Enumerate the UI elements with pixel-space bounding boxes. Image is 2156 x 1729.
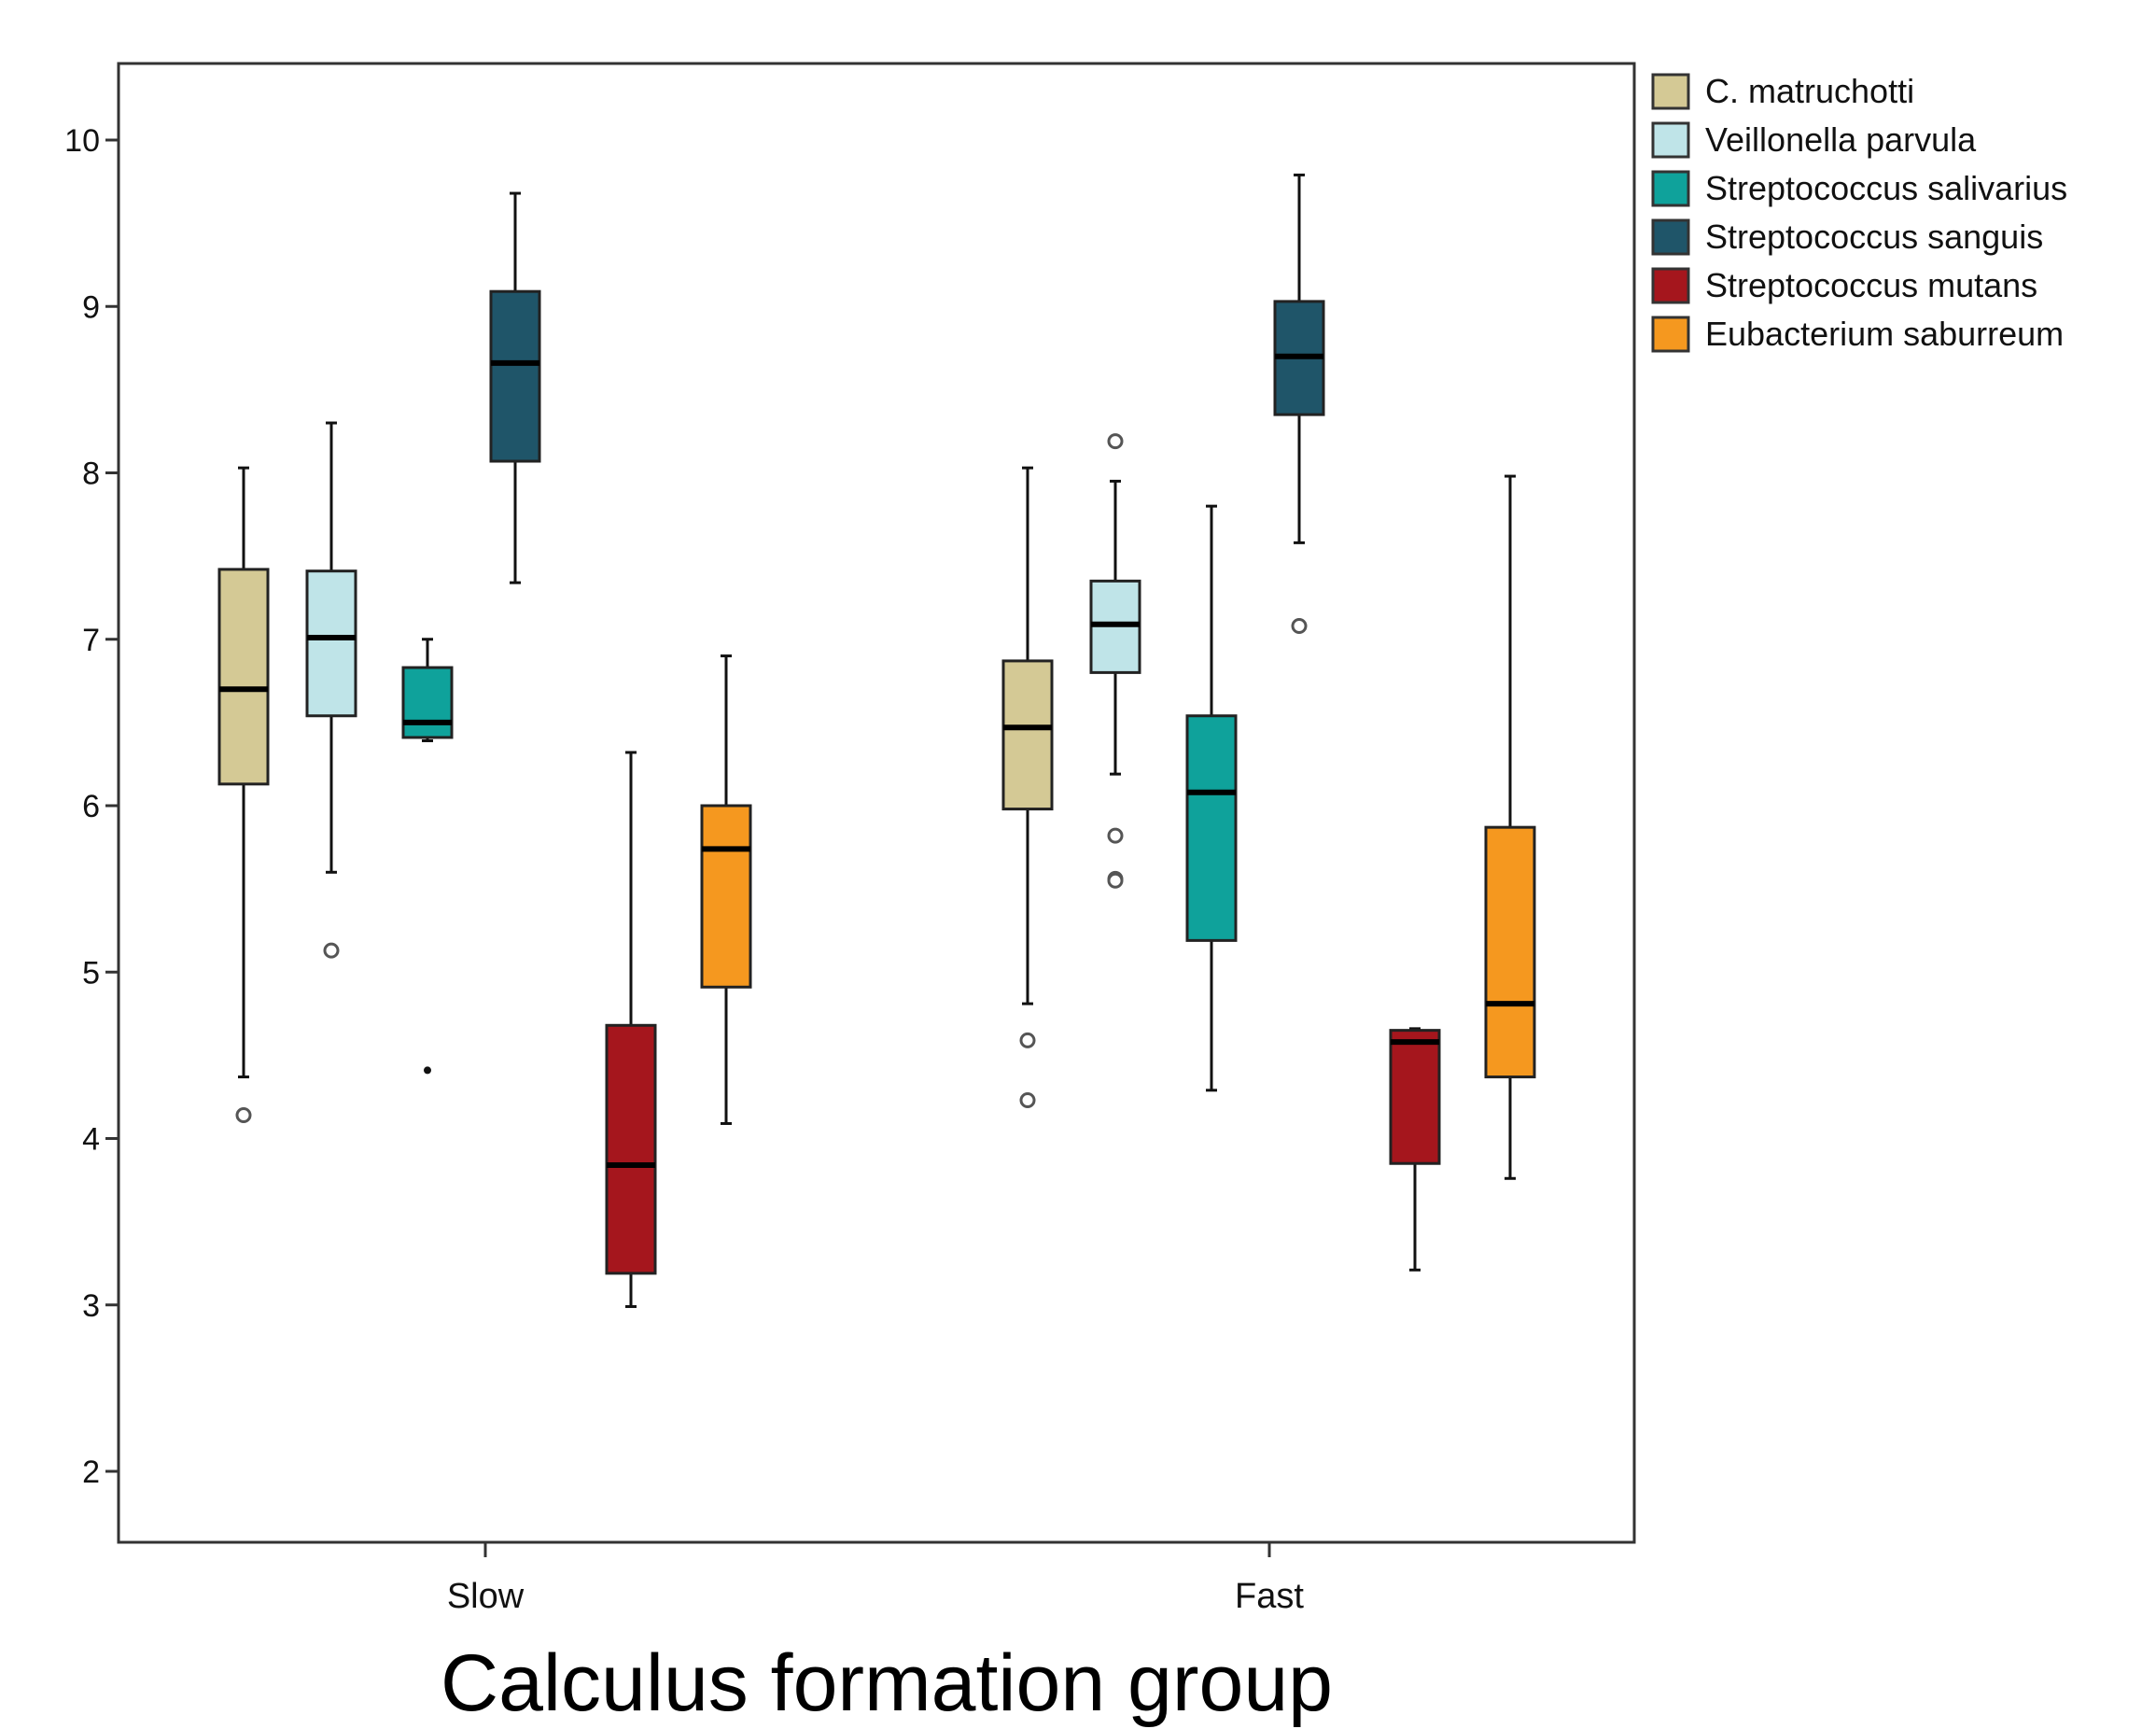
legend: C. matruchotti Veillonella parvula Strepto… — [1651, 72, 2067, 353]
y-axis: 2 3 4 5 6 7 8 9 10 — [64, 123, 119, 1490]
outlier-point — [1291, 617, 1308, 634]
box-c-matruchotti-slow — [217, 466, 270, 1124]
box-streptococcus-sanguis-fast — [1273, 173, 1325, 634]
y-tick-label: 9 — [82, 289, 100, 325]
box-streptococcus-salivarius-slow — [401, 638, 454, 1075]
legend-label: Streptococcus salivarius — [1705, 169, 2067, 207]
y-tick-label: 5 — [82, 955, 100, 991]
legend-swatch — [1651, 218, 1690, 256]
box-layer — [217, 173, 1536, 1309]
box-iqr — [700, 804, 752, 989]
box-veillonella-parvula-slow — [305, 421, 357, 959]
y-tick-label: 7 — [82, 623, 100, 658]
legend-swatch — [1651, 170, 1690, 207]
box-iqr — [1484, 825, 1536, 1079]
box-iqr — [305, 569, 357, 718]
box-streptococcus-mutans-fast — [1389, 1027, 1441, 1272]
box-streptococcus-mutans-slow — [605, 751, 657, 1309]
box-veillonella-parvula-fast — [1089, 433, 1141, 889]
box-iqr — [1389, 1029, 1441, 1165]
outlier-point — [1019, 1092, 1036, 1109]
box-streptococcus-salivarius-fast — [1185, 504, 1238, 1092]
legend-label: Streptococcus mutans — [1705, 266, 2037, 304]
x-tick-label-fast: Fast — [1235, 1577, 1304, 1616]
y-tick-label: 3 — [82, 1288, 100, 1324]
box-iqr — [1185, 714, 1238, 942]
box-iqr — [217, 568, 270, 786]
outlier-point — [1107, 433, 1124, 450]
x-axis-title: Calculus formation group — [441, 1638, 1333, 1728]
box-c-matruchotti-fast — [1001, 466, 1054, 1109]
legend-swatch — [1651, 316, 1690, 353]
outlier-point — [323, 942, 340, 959]
box-eubacterium-saburreum-fast — [1484, 474, 1536, 1180]
box-streptococcus-sanguis-slow — [489, 191, 541, 584]
x-tick-label-slow: Slow — [447, 1577, 525, 1616]
box-eubacterium-saburreum-slow — [700, 654, 752, 1125]
legend-label: Eubacterium saburreum — [1705, 315, 2064, 353]
box-iqr — [1001, 659, 1054, 811]
y-tick-label: 8 — [82, 457, 100, 492]
x-axis: Slow Fast — [447, 1542, 1304, 1616]
outlier-point — [1107, 827, 1124, 844]
box-iqr — [401, 666, 454, 739]
outlier-point — [1019, 1032, 1036, 1048]
outlier-point — [1107, 872, 1124, 889]
legend-label: Veillonella parvula — [1705, 120, 1977, 159]
y-tick-label: 6 — [82, 789, 100, 824]
legend-swatch — [1651, 267, 1690, 304]
box-iqr — [489, 289, 541, 463]
legend-label: Streptococcus sanguis — [1705, 218, 2043, 256]
box-iqr — [605, 1023, 657, 1275]
legend-swatch — [1651, 121, 1690, 159]
legend-swatch — [1651, 73, 1690, 110]
plot-frame — [117, 62, 1636, 1544]
legend-label: C. matruchotti — [1705, 72, 1914, 110]
y-tick-label: 10 — [64, 123, 100, 159]
y-tick-label: 4 — [82, 1122, 100, 1158]
outlier-point — [235, 1107, 252, 1124]
extreme-point — [424, 1066, 431, 1075]
y-tick-label: 2 — [82, 1455, 100, 1490]
